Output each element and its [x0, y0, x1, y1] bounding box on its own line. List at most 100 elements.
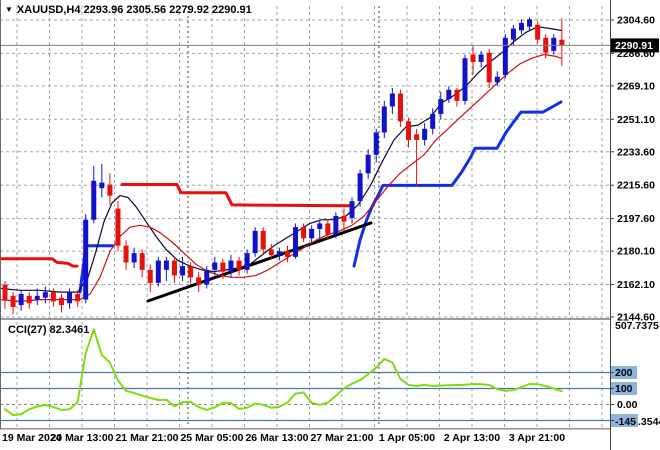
candle-bearish — [397, 93, 403, 122]
candle-bullish — [212, 262, 218, 270]
price-axis-label: 2251.10 — [617, 114, 655, 126]
chart-title-text: XAUUSD,H4 2293.96 2305.56 2279.92 2290.9… — [16, 4, 252, 16]
candle-bearish — [58, 297, 64, 306]
candle-bearish — [26, 295, 32, 304]
candle-bullish — [204, 269, 210, 285]
time-axis-label: 21 Mar 21:00 — [115, 432, 178, 444]
time-axis-background[interactable] — [0, 430, 610, 450]
candle-bullish — [18, 293, 24, 306]
candle-bearish — [139, 253, 145, 270]
time-axis-label: 19 Mar 2024 — [2, 432, 62, 444]
stop-line-red-1 — [0, 257, 79, 268]
price-axis-label: 2304.60 — [617, 15, 655, 27]
candle-bullish — [317, 223, 323, 230]
candle-bearish — [147, 269, 153, 283]
candle-bullish — [131, 253, 137, 263]
candle-bullish — [91, 180, 97, 220]
candle-bullish — [365, 154, 371, 174]
candle-bullish — [42, 292, 48, 298]
grid-layer — [0, 6, 610, 427]
time-axis-label: 27 Mar 21:00 — [310, 432, 373, 444]
candle-bullish — [518, 22, 524, 31]
cci-level-box — [611, 414, 638, 427]
candle-bullish — [67, 292, 73, 304]
candle-bearish — [268, 249, 274, 256]
time-axis-label: 25 Mar 05:00 — [180, 432, 243, 444]
candles-layer — [2, 17, 565, 315]
time-axis-label: 26 Mar 13:00 — [245, 432, 308, 444]
panel-separators[interactable] — [0, 0, 660, 430]
cci-scale-min-label: -145 — [615, 416, 636, 428]
cci-indicator-label: CCI(27) 82.3461 — [8, 324, 90, 336]
candle-bullish — [228, 260, 234, 272]
symbol-dropdown-arrow: ▼ — [5, 5, 13, 14]
stop-line-red-2 — [120, 183, 351, 208]
candle-bearish — [470, 54, 476, 62]
candle-bullish — [83, 219, 89, 300]
candle-bullish — [446, 89, 452, 100]
cci-level-label: 200 — [615, 367, 633, 379]
candle-bearish — [171, 260, 177, 276]
cci-level-box — [611, 382, 637, 395]
ma-fast — [0, 26, 562, 293]
price-axis[interactable]: 2304.602286.602269.102251.102233.602215.… — [610, 0, 660, 450]
price-axis-label: 2180.10 — [617, 246, 655, 258]
candle-bullish — [244, 253, 250, 270]
panel-splitter-bar[interactable] — [0, 318, 660, 320]
candle-bearish — [10, 295, 16, 307]
candle-bullish — [510, 28, 516, 40]
candle-bullish — [551, 37, 557, 51]
candle-bullish — [478, 54, 484, 62]
cci-line — [4, 328, 563, 417]
candle-bearish — [406, 121, 411, 140]
candle-bullish — [349, 201, 355, 218]
time-axis-label: 3 Apr 21:00 — [509, 432, 565, 444]
candle-bearish — [535, 24, 541, 40]
candle-bearish — [260, 230, 266, 250]
candle-bullish — [462, 58, 468, 101]
candle-bullish — [163, 260, 169, 270]
candle-bullish — [373, 132, 379, 155]
candle-bullish — [430, 113, 436, 129]
candle-bearish — [284, 251, 290, 257]
candle-bearish — [2, 284, 8, 300]
candle-bullish — [494, 76, 500, 83]
candle-bullish — [99, 182, 105, 189]
candle-bearish — [115, 208, 121, 246]
time-axis-label: 2 Apr 13:00 — [444, 432, 500, 444]
candle-bullish — [389, 93, 395, 107]
candle-bearish — [188, 266, 194, 278]
cci-scale-max-label: 507.7375 — [615, 320, 659, 332]
candle-bullish — [180, 266, 186, 276]
candle-bullish — [438, 99, 444, 114]
candle-bullish — [155, 260, 161, 283]
candle-bullish — [381, 106, 387, 133]
candle-bearish — [341, 216, 347, 222]
candle-bullish — [357, 173, 363, 202]
candle-bearish — [75, 293, 81, 302]
candle-bullish — [309, 229, 315, 239]
candle-bullish — [527, 19, 533, 27]
candle-bearish — [50, 292, 56, 302]
candle-bearish — [486, 52, 492, 83]
candle-bullish — [34, 295, 40, 300]
candle-bearish — [301, 227, 307, 239]
cci-level-label: 100 — [615, 383, 633, 395]
price-axis-label: 2215.60 — [617, 180, 655, 192]
current-price-box — [611, 38, 659, 53]
price-axis-label: 2269.10 — [617, 80, 655, 92]
candle-bullish — [422, 128, 428, 140]
price-axis-label: 2197.60 — [617, 213, 655, 225]
cci-zero-label: 0.00 — [617, 399, 638, 411]
current-price-label: 2290.91 — [615, 40, 653, 52]
stop-line-blue-2 — [352, 100, 563, 268]
cci-level-box — [611, 366, 637, 379]
price-axis-label: 2144.60 — [617, 312, 655, 324]
candle-bearish — [414, 134, 420, 140]
candle-bearish — [196, 277, 202, 285]
time-axis-border — [0, 428, 660, 430]
candle-bullish — [502, 37, 508, 75]
time-axis-label: 20 Mar 13:00 — [50, 432, 113, 444]
